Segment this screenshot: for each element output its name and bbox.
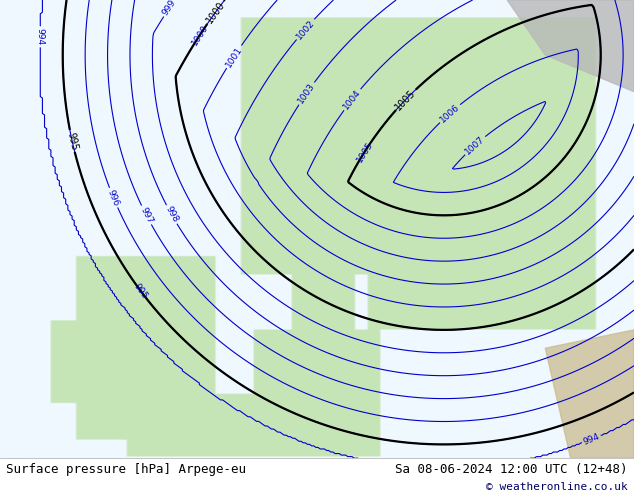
Text: 994: 994 — [36, 28, 45, 46]
Text: Sa 08-06-2024 12:00 UTC (12+48): Sa 08-06-2024 12:00 UTC (12+48) — [395, 463, 628, 476]
Text: 1000: 1000 — [190, 23, 210, 48]
Text: 997: 997 — [138, 205, 154, 225]
Text: 1006: 1006 — [438, 102, 462, 124]
Text: 1005: 1005 — [394, 87, 418, 112]
Text: Surface pressure [hPa] Arpege-eu: Surface pressure [hPa] Arpege-eu — [6, 463, 247, 476]
Text: 995: 995 — [65, 131, 79, 151]
Polygon shape — [545, 330, 634, 458]
Text: 1000: 1000 — [204, 0, 227, 25]
Text: © weatheronline.co.uk: © weatheronline.co.uk — [486, 482, 628, 490]
Text: 1007: 1007 — [463, 134, 486, 156]
Polygon shape — [507, 0, 634, 92]
Text: 998: 998 — [164, 205, 179, 224]
Text: 1003: 1003 — [296, 81, 317, 105]
Text: 1001: 1001 — [224, 45, 244, 69]
Text: 1002: 1002 — [294, 18, 316, 41]
Text: 1005: 1005 — [355, 140, 375, 164]
Text: 994: 994 — [582, 432, 601, 447]
Text: 995: 995 — [132, 282, 150, 301]
Text: 999: 999 — [161, 0, 178, 17]
Text: 996: 996 — [106, 188, 121, 207]
Text: 1004: 1004 — [342, 88, 363, 111]
